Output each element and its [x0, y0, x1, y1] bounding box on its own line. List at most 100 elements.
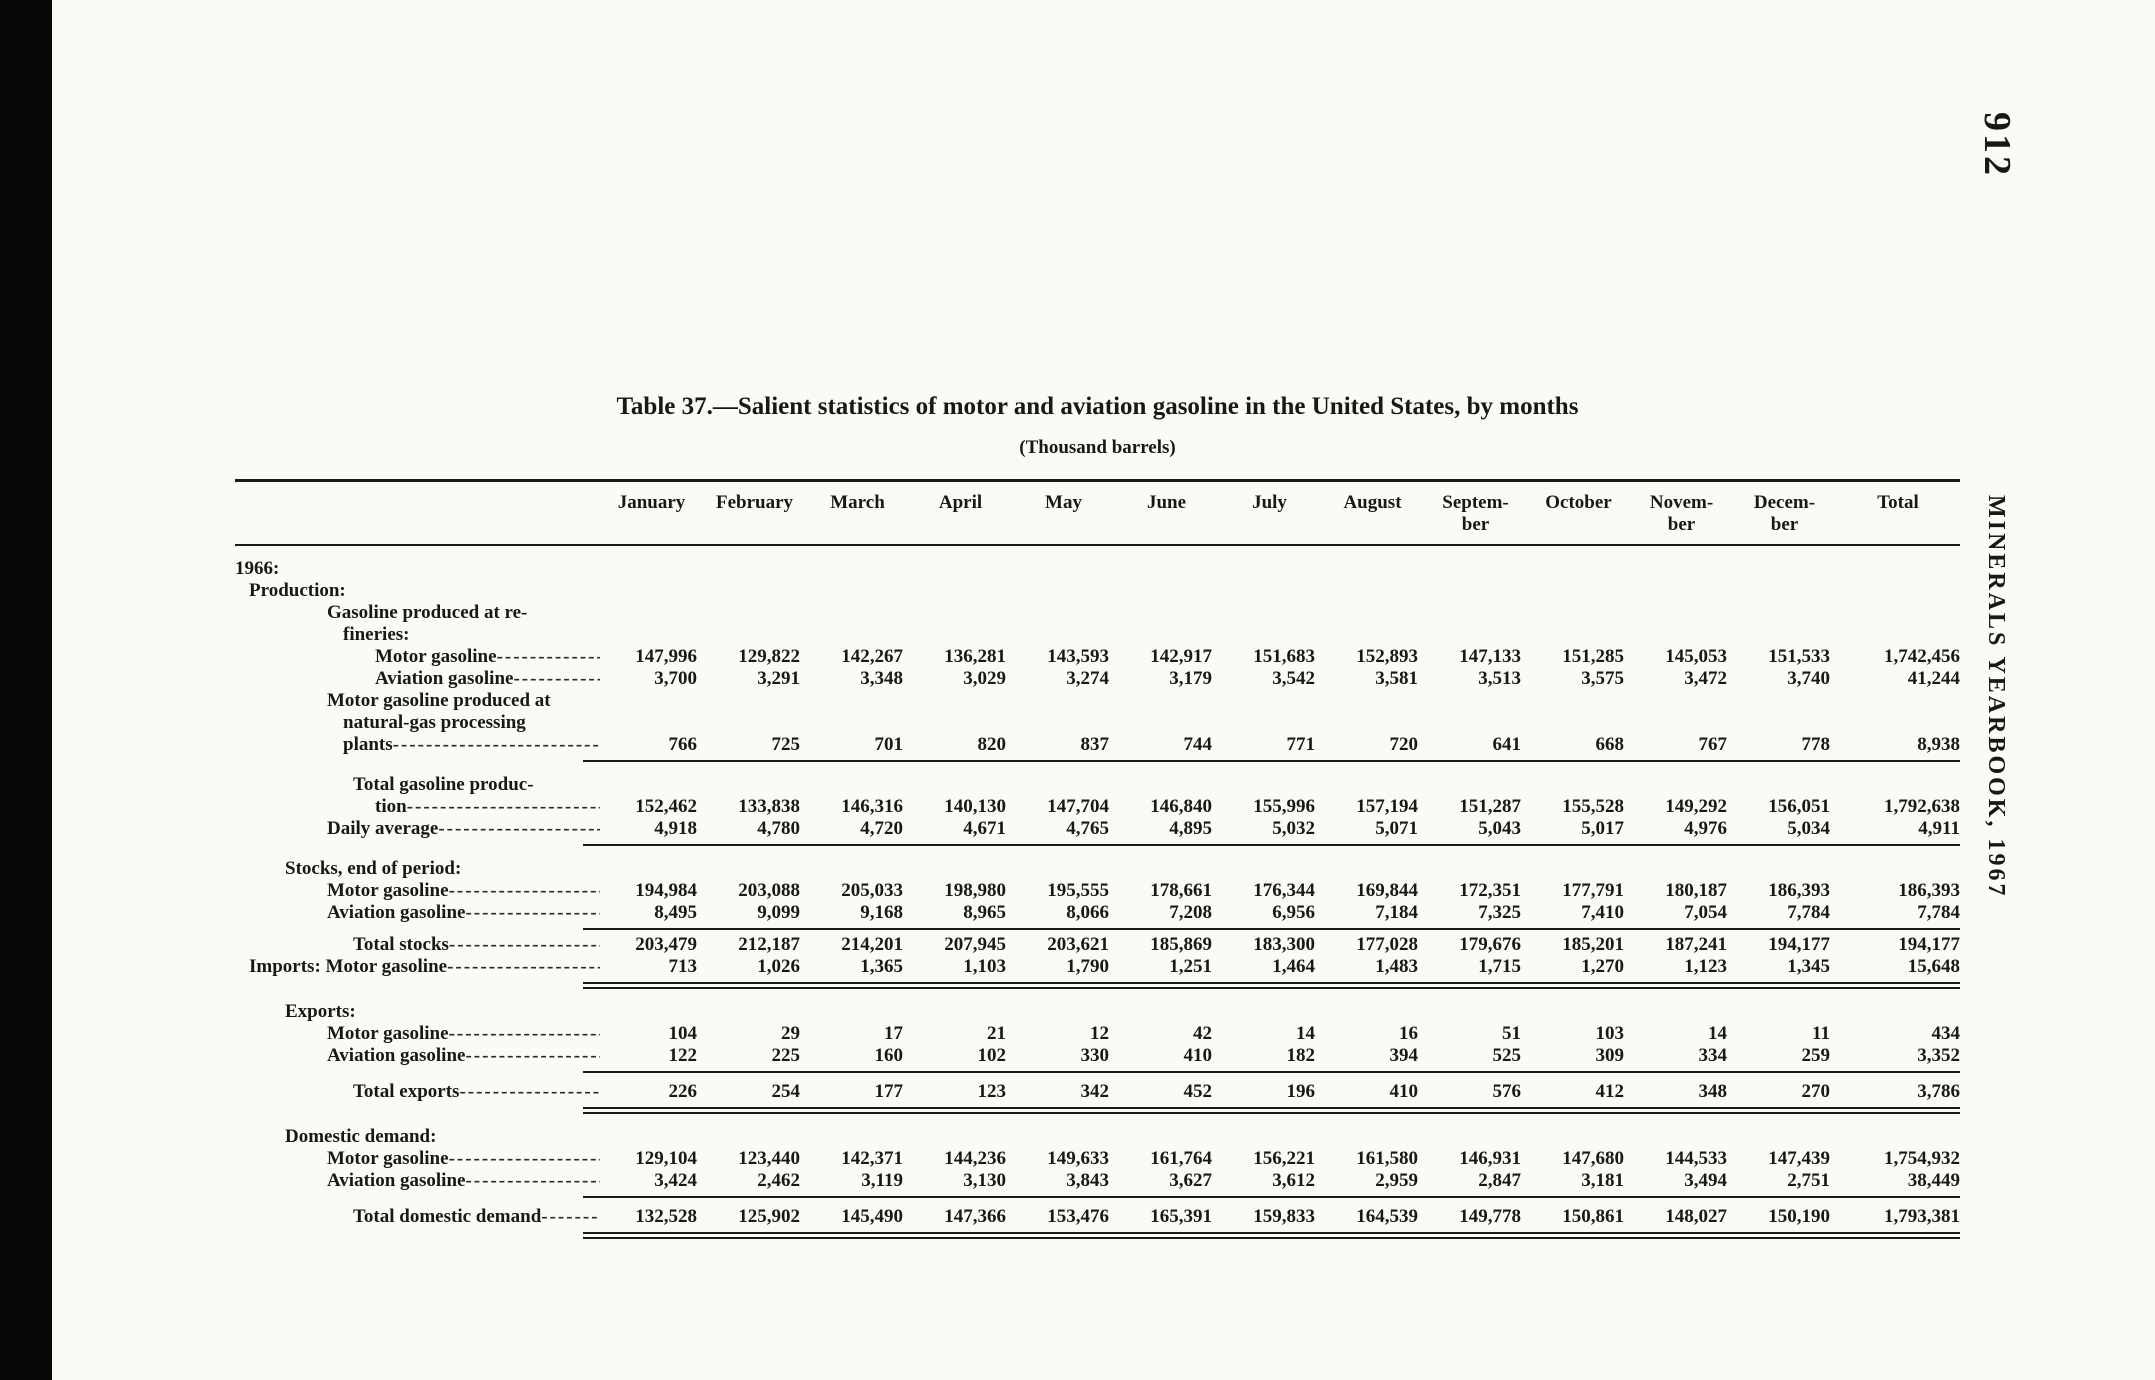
header-label-spacer	[235, 492, 600, 536]
section-rule-single	[583, 1196, 1960, 1198]
value-cell: 122	[668, 1045, 698, 1066]
value-cell: 196	[1286, 1081, 1316, 1102]
value-cell: 149,633	[1047, 1148, 1109, 1169]
value-cell: 14	[1296, 1023, 1315, 1044]
value-cell: 151,683	[1253, 646, 1315, 667]
column-header: July	[1252, 492, 1287, 513]
value-cell: 1,270	[1581, 956, 1624, 977]
table-row: Motor gasoline 129,104 123,440 142,371 144,2…	[235, 1148, 1960, 1170]
table-title: Table 37.—Salient statistics of motor an…	[616, 393, 1579, 420]
value-cell: 4,976	[1684, 818, 1727, 839]
table-row: Total gasoline produc-	[235, 774, 1960, 796]
leader-dots	[465, 1170, 600, 1192]
value-cell: 123	[977, 1081, 1007, 1102]
value-cell: 3,130	[963, 1170, 1006, 1191]
value-cell: 12	[1090, 1023, 1109, 1044]
value-cell: 123,440	[738, 1148, 800, 1169]
row-label: Daily average	[327, 818, 439, 839]
column-header: June	[1146, 492, 1187, 513]
value-cell: 178,661	[1150, 880, 1212, 901]
value-cell: 102	[977, 1045, 1007, 1066]
row-label: Total domestic demand	[353, 1206, 542, 1227]
column-header: Novem-ber	[1649, 492, 1714, 535]
row-label: Domestic demand:	[285, 1126, 437, 1147]
value-cell: 713	[668, 956, 698, 977]
value-cell: 8,495	[654, 902, 697, 923]
leader-dots	[438, 818, 600, 840]
value-cell: 1,251	[1169, 956, 1212, 977]
table-row: Aviation gasoline 3,700 3,291 3,348 3,029 3,2…	[235, 668, 1960, 690]
leader-dots	[447, 956, 600, 978]
value-cell: 147,439	[1768, 1148, 1830, 1169]
value-cell: 4,918	[654, 818, 697, 839]
value-cell: 164,539	[1356, 1206, 1418, 1227]
value-cell: 3,291	[757, 668, 800, 689]
value-cell: 725	[771, 734, 801, 755]
value-cell: 5,034	[1787, 818, 1830, 839]
value-cell: 1,754,932	[1884, 1148, 1960, 1169]
value-cell: 194,984	[635, 880, 697, 901]
value-cell: 766	[668, 734, 698, 755]
value-cell: 7,208	[1169, 902, 1212, 923]
value-cell: 7,410	[1581, 902, 1624, 923]
table-row: fineries:	[235, 624, 1960, 646]
value-cell: 3,119	[861, 1170, 903, 1191]
value-cell: 207,945	[944, 934, 1006, 955]
row-label: plants	[343, 734, 393, 755]
value-cell: 152,462	[635, 796, 697, 817]
value-cell: 4,720	[860, 818, 903, 839]
value-cell: 2,959	[1375, 1170, 1418, 1191]
column-header: August	[1343, 492, 1402, 513]
value-cell: 161,764	[1150, 1148, 1212, 1169]
leader-dots	[465, 902, 600, 924]
leader-dots	[393, 734, 600, 756]
value-cell: 186,393	[1898, 880, 1960, 901]
value-cell: 145,490	[841, 1206, 903, 1227]
value-cell: 767	[1698, 734, 1728, 755]
value-cell: 744	[1183, 734, 1213, 755]
value-cell: 153,476	[1047, 1206, 1109, 1227]
leader-dots	[449, 934, 600, 956]
value-cell: 185,869	[1150, 934, 1212, 955]
value-cell: 42	[1193, 1023, 1212, 1044]
value-cell: 2,462	[757, 1170, 800, 1191]
value-cell: 205,033	[841, 880, 903, 901]
value-cell: 146,840	[1150, 796, 1212, 817]
value-cell: 176,344	[1253, 880, 1315, 901]
leader-dots	[513, 668, 600, 690]
value-cell: 1,365	[860, 956, 903, 977]
section-rule-single	[583, 844, 1960, 846]
value-cell: 342	[1080, 1081, 1110, 1102]
table-row: Total exports 226 254 177 123 342 452 196 410 576…	[235, 1081, 1960, 1103]
value-cell: 16	[1399, 1023, 1418, 1044]
value-cell: 1,742,456	[1884, 646, 1960, 667]
value-cell: 3,786	[1917, 1081, 1960, 1102]
table-row: Aviation gasoline 122 225 160 102 330 410 182 39…	[235, 1045, 1960, 1067]
value-cell: 259	[1801, 1045, 1831, 1066]
section-rule-double	[583, 982, 1960, 989]
table-row: Domestic demand:	[235, 1126, 1960, 1148]
value-cell: 203,479	[635, 934, 697, 955]
value-cell: 160	[874, 1045, 904, 1066]
value-cell: 157,194	[1356, 796, 1418, 817]
value-cell: 7,325	[1478, 902, 1521, 923]
header-bottom-rule	[235, 544, 1960, 546]
leader-dots	[541, 1206, 600, 1228]
value-cell: 3,700	[654, 668, 697, 689]
value-cell: 147,996	[635, 646, 697, 667]
value-cell: 195,555	[1047, 880, 1109, 901]
row-gap	[235, 850, 1960, 858]
table-row: Daily average 4,918 4,780 4,720 4,671 4,765 4,…	[235, 818, 1960, 840]
value-cell: 3,179	[1169, 668, 1212, 689]
value-cell: 177,791	[1562, 880, 1624, 901]
value-cell: 5,032	[1272, 818, 1315, 839]
row-label: Aviation gasoline	[327, 1045, 466, 1066]
row-label: Motor gasoline	[327, 1148, 449, 1169]
leader-dots	[449, 1023, 600, 1045]
value-cell: 14	[1708, 1023, 1727, 1044]
value-cell: 3,581	[1375, 668, 1418, 689]
value-cell: 146,931	[1459, 1148, 1521, 1169]
column-header: Decem-ber	[1753, 492, 1816, 535]
value-cell: 185,201	[1562, 934, 1624, 955]
value-cell: 1,123	[1684, 956, 1727, 977]
